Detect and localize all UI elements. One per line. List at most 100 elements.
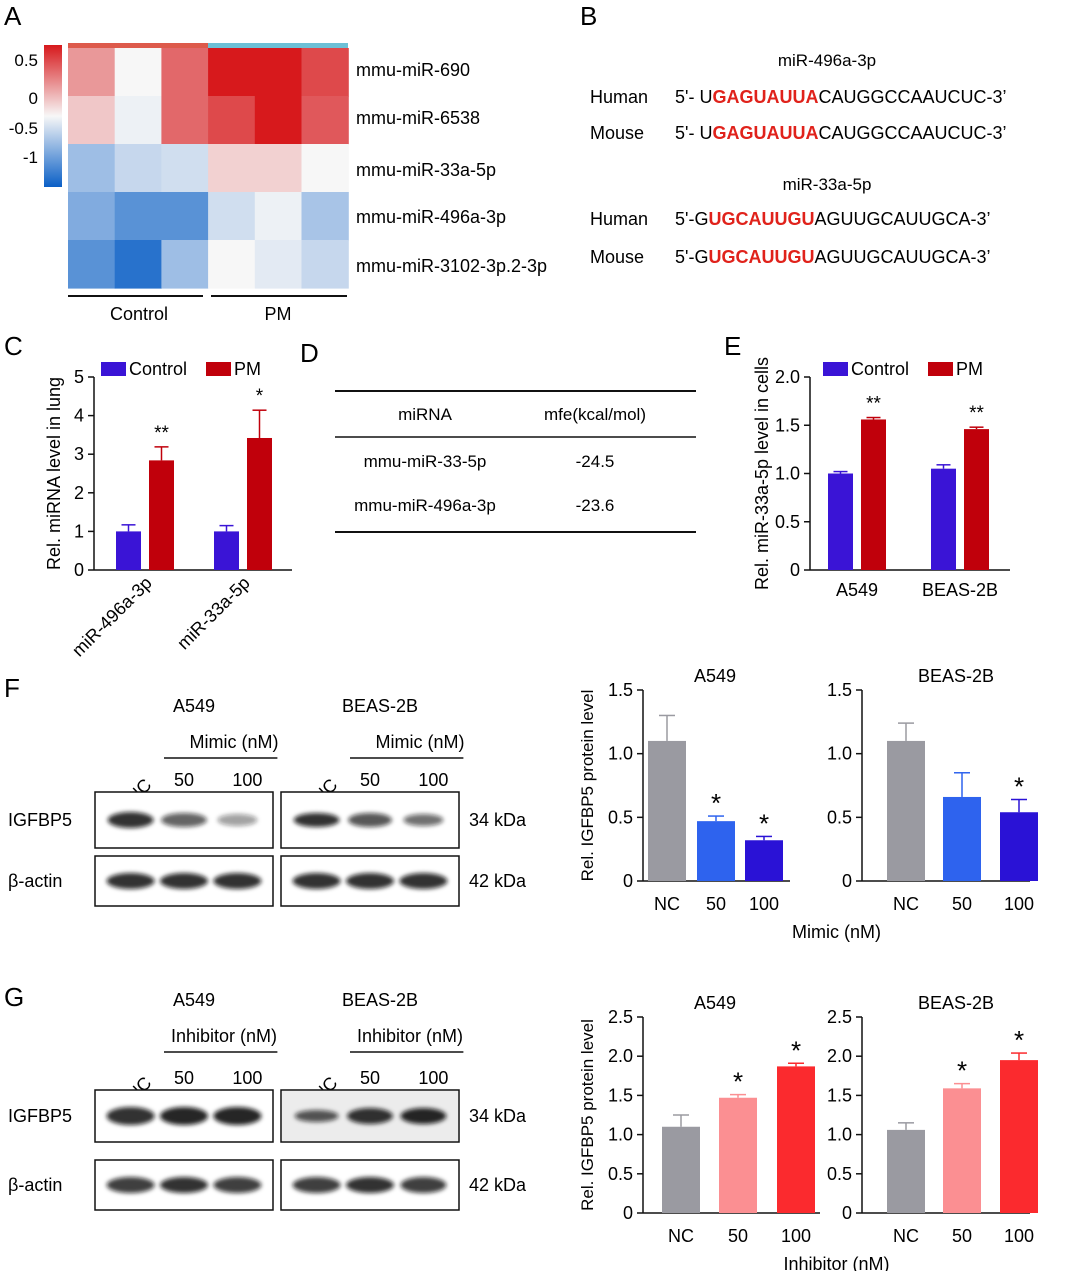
- protein-label: β-actin: [8, 871, 62, 891]
- colorbar-tick: -0.5: [9, 119, 38, 138]
- figure: A 0.5 0 -0.5 -1 mmu-miR-690 mmu-miR-6538…: [0, 0, 1065, 1271]
- x-tick-label: 100: [749, 894, 779, 914]
- heatmap-cell: [161, 240, 208, 289]
- legend-swatch: [206, 362, 231, 376]
- treatment-label: Mimic (nM): [376, 732, 465, 752]
- sequence-title: miR-496a-3p: [778, 51, 876, 70]
- bar-pm: [247, 438, 272, 570]
- y-tick-label: 2.0: [608, 1046, 633, 1066]
- y-tick-label: 1: [74, 521, 84, 541]
- bar: [1000, 812, 1038, 881]
- size-label: 42 kDa: [469, 871, 527, 891]
- x-axis-label: Inhibitor (nM): [783, 1254, 889, 1271]
- protein-band: [293, 873, 341, 889]
- y-tick-label: 1.0: [827, 744, 852, 764]
- lane-label-dose: 50: [360, 770, 380, 790]
- y-tick-label: 0: [623, 871, 633, 891]
- significance-marker: *: [957, 1056, 967, 1086]
- heatmap-cell: [68, 144, 115, 193]
- x-tick-label: miR-33a-5p: [173, 573, 254, 654]
- table-cell: mmu-miR-496a-3p: [354, 496, 496, 515]
- heatmap-cell: [302, 96, 349, 145]
- y-tick-label: 0.5: [608, 807, 633, 827]
- group-bar-control: [68, 43, 208, 48]
- heatmap-cell: [161, 192, 208, 241]
- protein-band: [347, 1108, 393, 1124]
- x-tick-label: NC: [893, 894, 919, 914]
- protein-band: [346, 873, 394, 889]
- y-tick-label: 1.5: [827, 1085, 852, 1105]
- y-tick-label: 0.5: [775, 512, 800, 532]
- species-label: Mouse: [590, 123, 644, 143]
- significance-marker: *: [256, 386, 264, 407]
- x-tick-label: 50: [952, 1226, 972, 1246]
- group-bar-pm: [208, 43, 348, 48]
- y-tick-label: 1.5: [608, 680, 633, 700]
- treatment-label: Inhibitor (nM): [171, 1026, 277, 1046]
- lane-label-dose: 50: [174, 770, 194, 790]
- protein-band: [346, 1177, 394, 1193]
- heatmap-row-label: mmu-miR-3102-3p.2-3p: [356, 256, 547, 276]
- table-cell: -23.6: [576, 496, 615, 515]
- lane-label-dose: 50: [360, 1068, 380, 1088]
- lane-label-dose: 100: [232, 770, 262, 790]
- protein-label: IGFBP5: [8, 1106, 72, 1126]
- size-label: 34 kDa: [469, 1106, 527, 1126]
- legend-swatch: [928, 362, 953, 376]
- x-tick-label: 50: [728, 1226, 748, 1246]
- protein-band: [160, 1177, 208, 1193]
- protein-band: [399, 873, 447, 889]
- bar: [745, 840, 783, 881]
- y-tick-label: 1.5: [608, 1085, 633, 1105]
- y-tick-label: 5: [74, 367, 84, 387]
- protein-band: [107, 873, 155, 889]
- significance-marker: *: [759, 808, 769, 838]
- lane-label-dose: 100: [418, 1068, 448, 1088]
- size-label: 42 kDa: [469, 1175, 527, 1195]
- y-tick-label: 0.5: [608, 1164, 633, 1184]
- significance-marker: *: [711, 788, 721, 818]
- lane-label-dose: 50: [174, 1068, 194, 1088]
- y-tick-label: 1.0: [775, 464, 800, 484]
- y-tick-label: 2: [74, 483, 84, 503]
- protein-band: [161, 813, 207, 827]
- bar: [943, 797, 981, 881]
- lane-label-dose: 100: [418, 770, 448, 790]
- heatmap-row-label: mmu-miR-33a-5p: [356, 160, 496, 180]
- significance-marker: *: [1014, 772, 1024, 802]
- legend-swatch: [823, 362, 848, 376]
- table-header: mfe(kcal/mol): [544, 405, 646, 424]
- y-axis-label: Rel. IGFBP5 protein level: [578, 1019, 597, 1211]
- protein-band: [108, 812, 154, 828]
- heatmap-cell: [68, 240, 115, 289]
- panel-label-c: C: [4, 331, 23, 361]
- bar-control: [214, 531, 239, 570]
- significance-marker: *: [1014, 1025, 1024, 1055]
- sequence-title: miR-33a-5p: [783, 175, 872, 194]
- bar-control: [931, 469, 956, 570]
- heatmap-cell: [161, 144, 208, 193]
- y-tick-label: 2.0: [775, 367, 800, 387]
- y-tick-label: 0: [74, 560, 84, 580]
- chart-f: 0 0.5 1.0 1.5 A549 NC * 50 * 100 0 0.5 1.0 1.5 BEAS-2B…: [578, 666, 1038, 942]
- panel-label-d: D: [300, 338, 319, 368]
- heatmap-cell: [302, 144, 349, 193]
- y-tick-label: 2.5: [608, 1007, 633, 1027]
- size-label: 34 kDa: [469, 810, 527, 830]
- table-header: miRNA: [398, 405, 452, 424]
- heatmap-cells: [68, 48, 349, 289]
- panel-label-a: A: [4, 1, 22, 31]
- legend-label: PM: [234, 359, 261, 379]
- heatmap-cell: [68, 192, 115, 241]
- panel-label-f: F: [4, 673, 20, 703]
- panel-label-b: B: [580, 1, 597, 31]
- group-label-control: Control: [110, 304, 168, 324]
- heatmap-cell: [255, 240, 302, 289]
- treatment-label: Mimic (nM): [190, 732, 279, 752]
- x-tick-label: NC: [654, 894, 680, 914]
- sequence-text: 5'- UGAGUAUUACAUGGCCAAUCUC-3’: [675, 87, 1006, 107]
